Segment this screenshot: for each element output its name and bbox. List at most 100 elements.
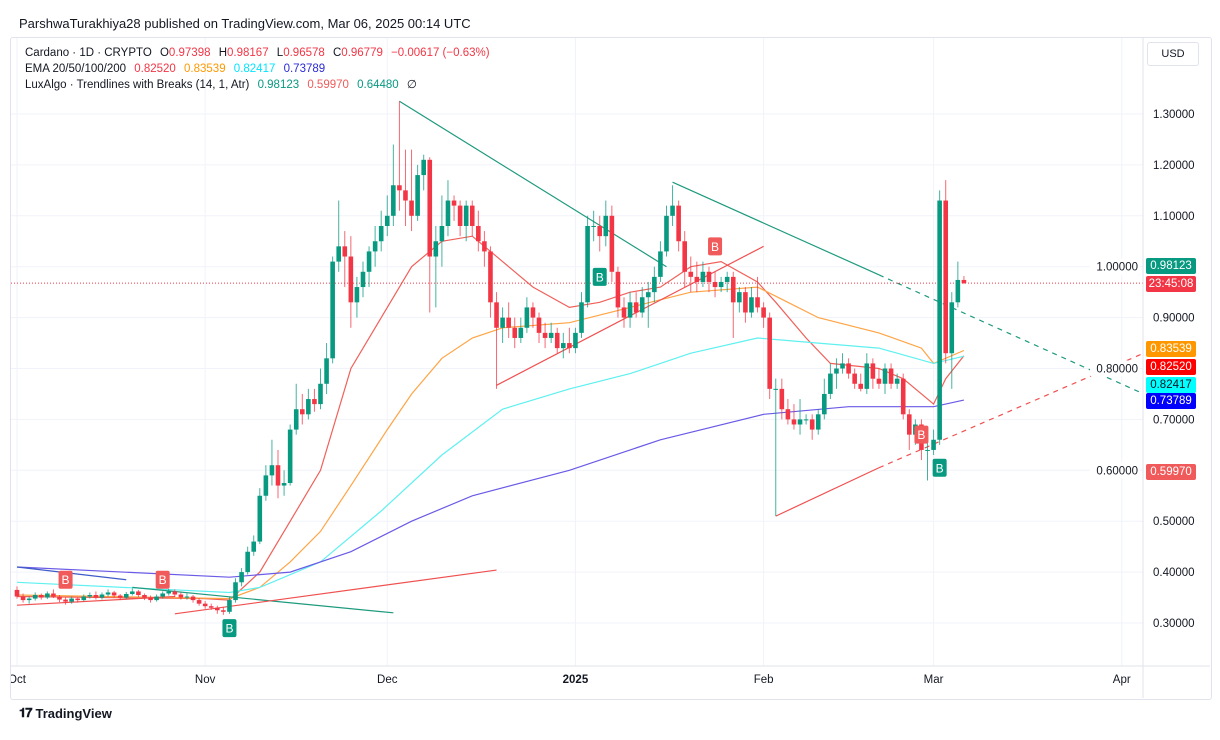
ema20-value: 0.82520 [134,63,176,75]
candle-body [469,205,475,226]
high-label: H [218,47,228,59]
price-axis-label: 0.59970 [1146,464,1196,480]
candle-body [227,600,232,612]
candle-body [136,591,141,596]
candle-body [372,241,378,252]
candle [245,546,250,575]
candle [318,368,323,410]
candle [196,598,202,606]
candle-body [676,205,681,242]
candle-body [858,383,864,389]
candle [658,241,663,282]
candle-body [45,593,50,598]
candle [494,292,499,389]
candle [482,231,487,267]
candle [403,149,408,226]
candle-body [160,593,165,597]
candle [69,596,74,604]
candle [257,488,263,545]
candle [567,327,572,354]
candle [561,332,566,359]
price-axis[interactable]: 0.30000 0.40000 0.50000 0.60000 0.70000 0.800… [1090,109,1195,630]
ema-line-ema20 [16,235,965,601]
candle [312,388,317,412]
candle [906,409,912,450]
candle [779,378,785,420]
candle [336,200,342,272]
candle [360,261,366,298]
candle-body [69,598,74,602]
candle [828,363,833,400]
candle-body [809,419,815,430]
candle-body [439,225,445,242]
break-label-text: B [596,270,604,284]
candle [105,589,111,597]
grid [11,38,1143,666]
candle-body [342,246,348,257]
candle [378,210,384,252]
candle [639,287,645,318]
candle-body [591,225,596,227]
candle-body [75,598,80,601]
candle [688,256,694,293]
candle-body [906,414,912,435]
candle-body [828,373,833,394]
time-axis[interactable]: Oct Nov Dec 2025 Feb Mar Apr [11,672,1143,692]
break-label-box [914,425,929,444]
price-tick-label: 1.00000 [1096,262,1138,274]
break-label-box [58,570,73,589]
candle [858,373,864,392]
chart-frame [10,37,1212,700]
legend-luxalgo-row[interactable]: LuxAlgo · Trendlines with Breaks (14, 1,… [25,77,495,93]
candle-body [397,185,402,191]
candle-body [876,378,882,384]
price-axis-label: 0.83539 [1146,341,1196,357]
candle [172,589,178,598]
candle-body [488,251,493,303]
legend-ema-row[interactable]: EMA 20/50/100/200 0.82520 0.83539 0.8241… [25,61,495,77]
ema-line-ema100 [16,337,965,594]
currency-button[interactable]: USD [1147,42,1199,66]
candle-body [864,363,870,389]
candle-body [87,595,93,597]
tradingview-logo[interactable]: 𝟏𝟕 TradingView [19,705,112,721]
candle [263,465,269,501]
candle-body [354,287,360,303]
candle [154,594,159,602]
candle [864,353,870,394]
candle-body [20,596,26,601]
candle-body [32,595,38,599]
legend-symbol-row[interactable]: Cardano · 1D · CRYPTO O0.97398 H0.98167 … [25,45,495,61]
candle-body [603,215,609,237]
bullish-break-label: B [932,458,947,477]
candle-body [51,593,56,597]
candle-body [567,343,572,349]
ema100-value: 0.82417 [233,63,276,75]
candle-body [500,317,505,328]
candle-body [615,271,621,308]
candle [761,302,766,328]
break-label-box [222,619,237,638]
candle [184,593,190,600]
candle [712,271,718,298]
candle-body [360,271,366,288]
candle [14,586,20,599]
candle-body [457,205,463,226]
candle-body [421,159,426,176]
candle-body [561,343,566,349]
candle-body [822,393,827,415]
candle-body [518,327,524,338]
candle-body [142,595,147,598]
price-axis-label: 0.98123 [1146,258,1196,274]
candle [524,297,530,333]
break-label-text: B [159,573,167,587]
candle [111,590,117,598]
candle-body [348,256,354,303]
candle [530,302,536,328]
break-label-box [708,237,723,256]
candle [554,327,560,354]
candle-body [961,279,967,284]
price-tick-backdrop [1090,258,1140,275]
candle [937,190,942,445]
